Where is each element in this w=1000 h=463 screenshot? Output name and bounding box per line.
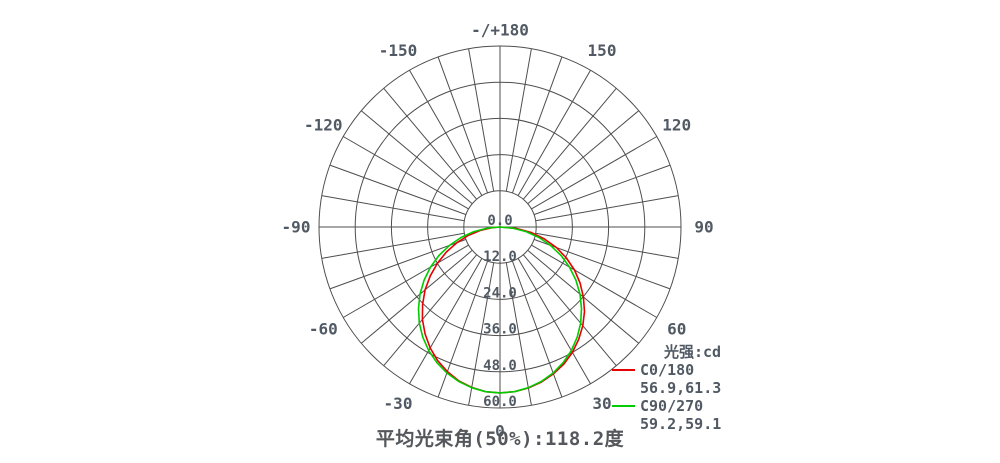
legend-label-c0-180: C0/180	[640, 361, 695, 379]
grid-spoke	[329, 238, 467, 290]
grid-spoke	[383, 87, 478, 200]
angle-label: 0	[495, 422, 505, 441]
angle-label: 120	[662, 116, 691, 135]
angle-label: -60	[309, 320, 338, 339]
legend-header: 光强:cd	[664, 343, 722, 361]
grid-spoke	[342, 244, 469, 318]
grid-spoke	[321, 195, 465, 222]
grid-spoke	[505, 48, 532, 192]
radial-tick-label: 48.0	[483, 358, 517, 374]
grid-spoke	[522, 254, 617, 367]
angle-label: 90	[694, 218, 713, 237]
grid-spoke	[383, 254, 478, 367]
angle-label: -30	[384, 394, 413, 413]
grid-spoke	[531, 136, 658, 210]
grid-spoke	[342, 136, 469, 210]
legend-entry-c0-180: C0/180	[612, 361, 787, 379]
grid-spoke	[468, 262, 495, 406]
angle-label: -/+180	[471, 21, 529, 40]
angle-label: -150	[379, 41, 418, 60]
grid-spoke	[409, 258, 483, 385]
grid-spoke	[511, 260, 563, 398]
angle-label: 60	[667, 320, 686, 339]
series-curve-c90-270	[417, 226, 583, 394]
grid-spoke	[517, 258, 591, 385]
angle-label: -120	[304, 116, 343, 135]
beam-angle-caption: 平均光束角(50%):118.2度	[375, 428, 625, 450]
legend-values-c90-270: 59.2,59.1	[640, 415, 722, 433]
grid-spoke	[527, 110, 640, 205]
grid-spoke	[437, 260, 489, 398]
legend: 光强:cd C0/180 56.9,61.3 C90/270 59.2,59.1	[612, 343, 787, 433]
grid-spoke	[533, 164, 671, 216]
legend-label-c90-270: C90/270	[640, 397, 704, 415]
legend-entry-c90-270: C90/270	[612, 397, 787, 415]
grid-spoke	[360, 249, 473, 344]
grid-spoke	[522, 87, 617, 200]
radial-tick-label: 36.0	[483, 322, 517, 338]
angle-label: 150	[588, 41, 617, 60]
grid-spoke	[517, 69, 591, 196]
c0-180-line-swatch	[612, 369, 635, 371]
c90-270-line-swatch	[612, 405, 635, 407]
angle-label: -90	[282, 218, 311, 237]
grid-spoke	[505, 262, 532, 406]
grid-spoke	[360, 110, 473, 205]
angle-label: 30	[592, 394, 611, 413]
legend-values-c0-180: 56.9,61.3	[640, 379, 722, 397]
radial-tick-label: 12.0	[483, 249, 517, 265]
radial-tick-label: 24.0	[483, 285, 517, 301]
grid-spoke	[409, 69, 483, 196]
radial-tick-label: 0.0	[487, 213, 512, 229]
grid-spoke	[321, 232, 465, 259]
grid-spoke	[511, 56, 563, 194]
grid-spoke	[437, 56, 489, 194]
grid-spoke	[468, 48, 495, 192]
grid-spoke	[329, 164, 467, 216]
grid-spoke	[535, 232, 679, 259]
radial-tick-label: 60.0	[483, 394, 517, 410]
grid-spoke	[531, 244, 658, 318]
grid-spoke	[535, 195, 679, 222]
